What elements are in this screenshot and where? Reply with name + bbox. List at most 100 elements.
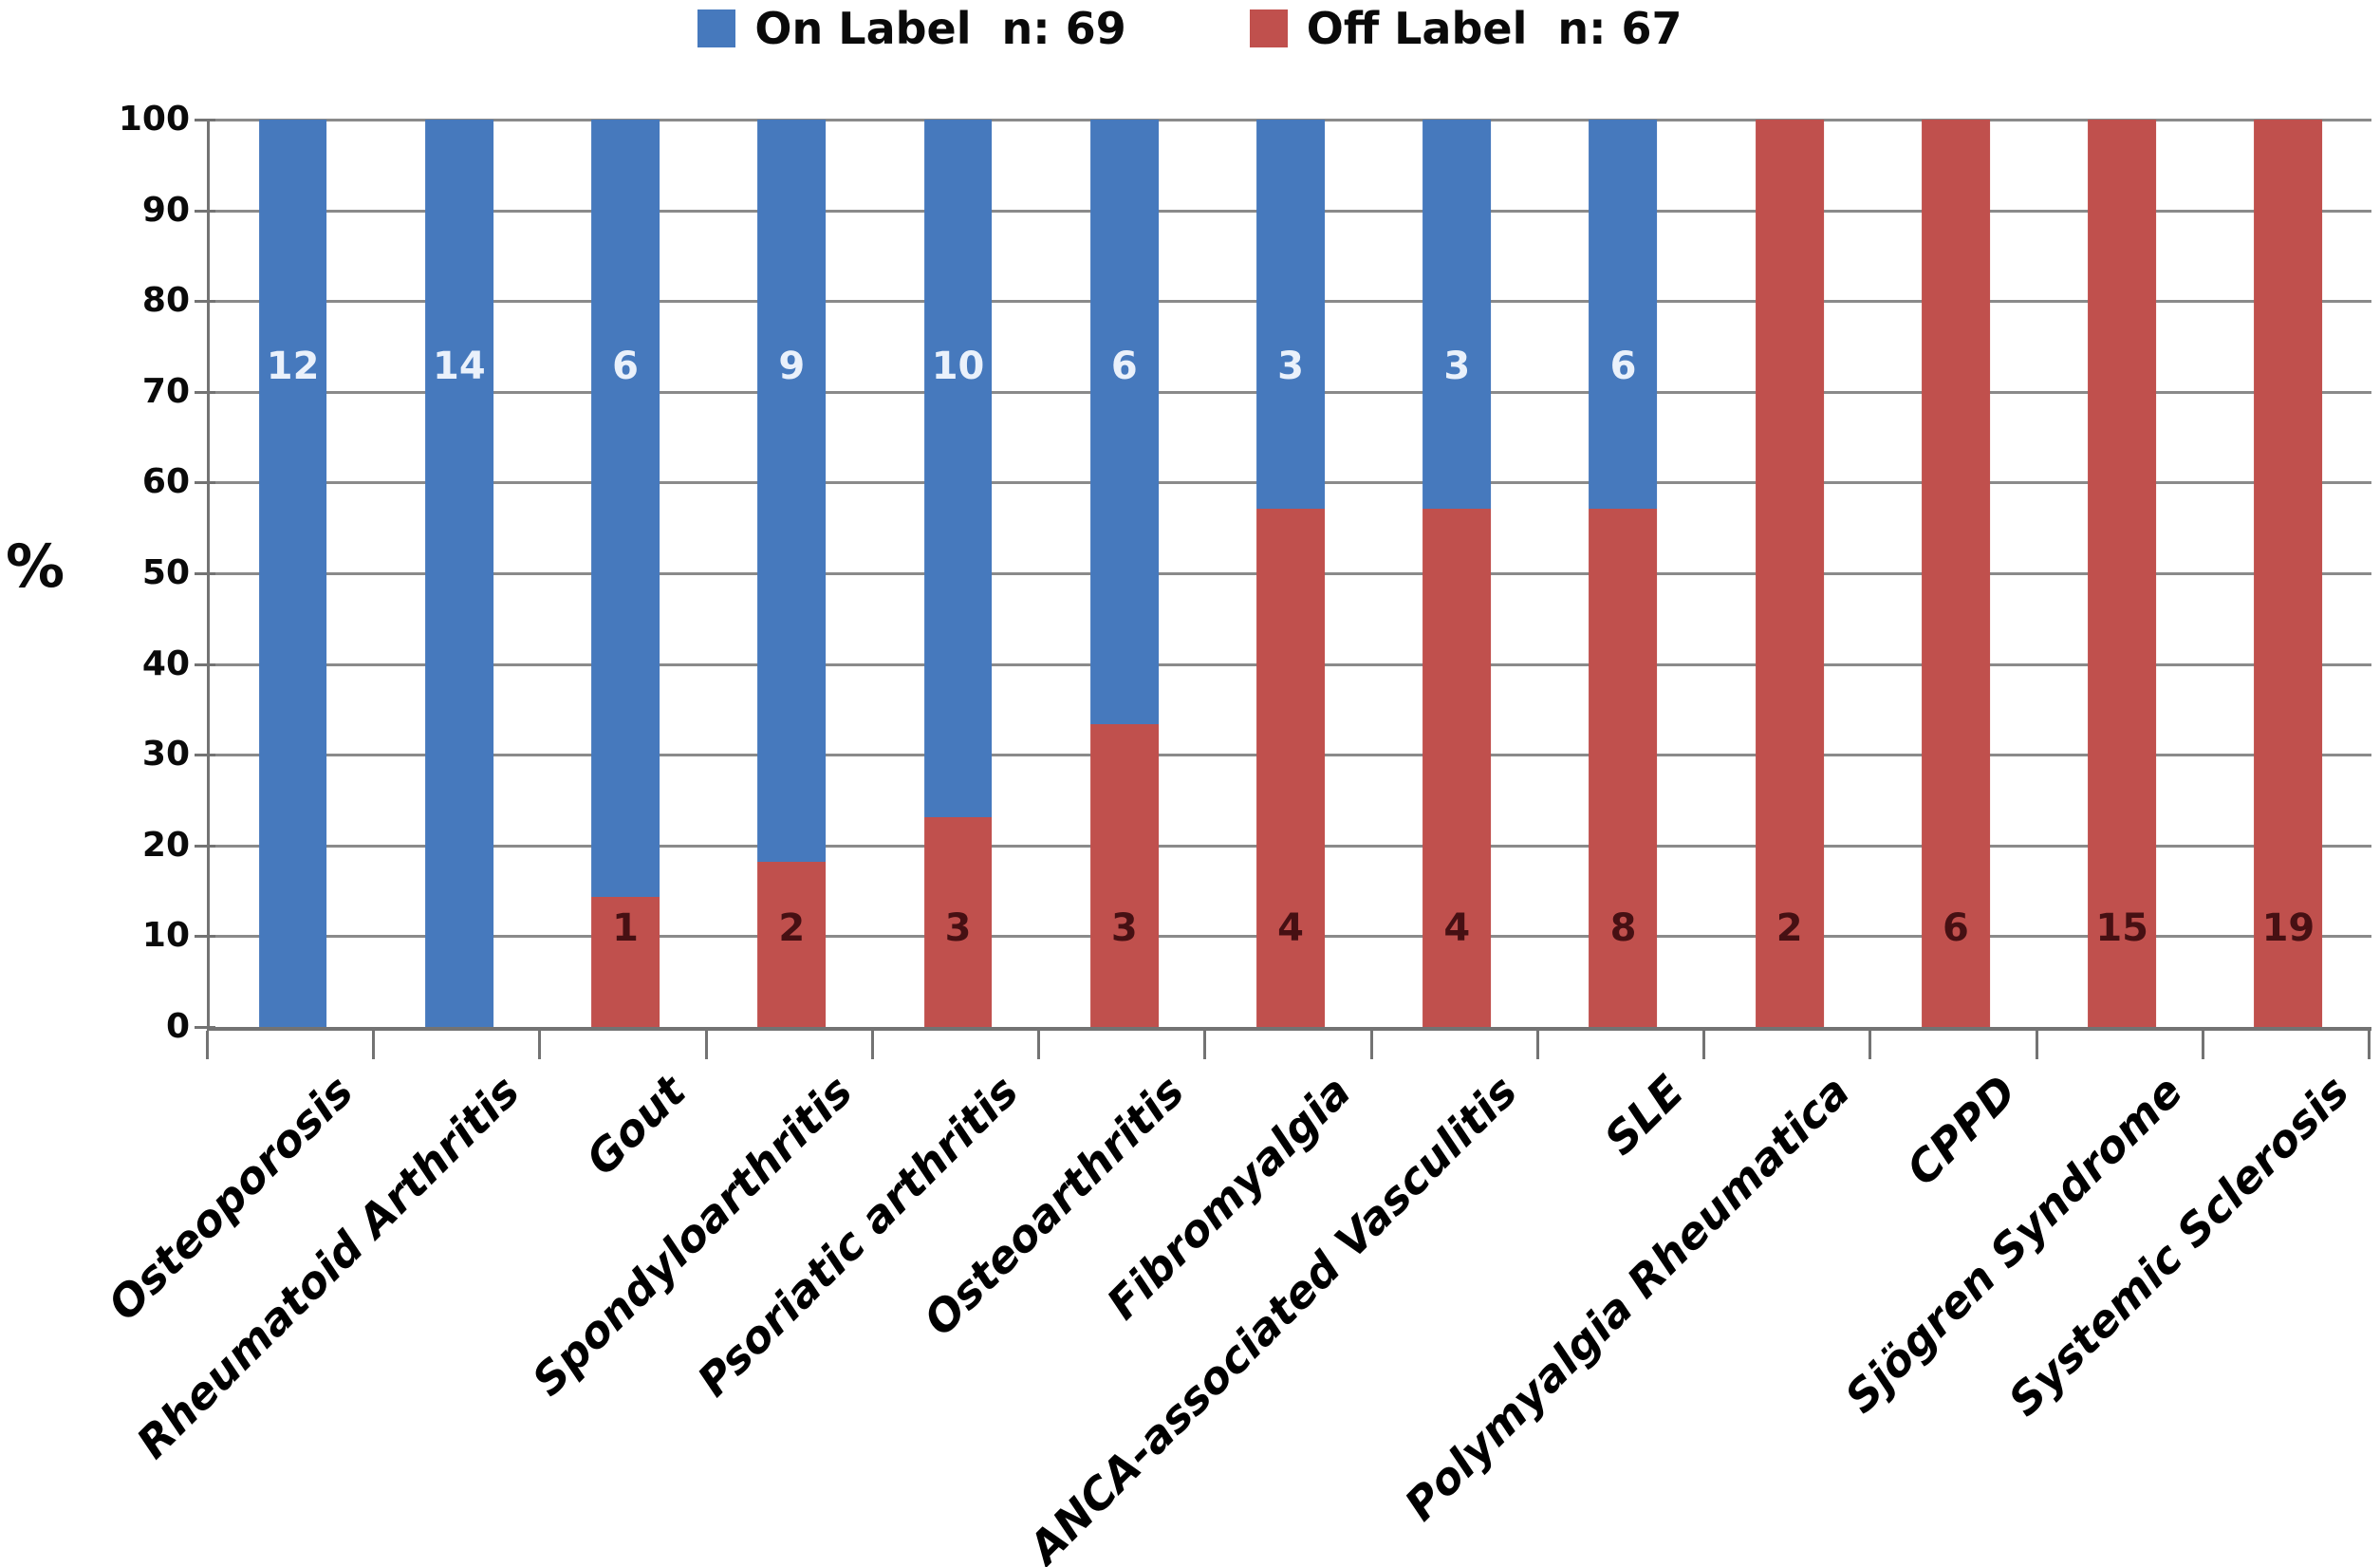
count-label-off-osteoarthritis: 3: [1110, 906, 1138, 950]
x-category-label-gout: Gout: [575, 1065, 696, 1185]
legend-item-on-label: On Label n: 69: [697, 3, 1126, 54]
segment-on-label-rheumatoid-arthritis: [424, 120, 493, 1027]
segment-off-label-fibromyalgia: [1256, 508, 1325, 1027]
legend-swatch-off-label-icon: [1249, 9, 1288, 47]
bar-cppd: 6: [1922, 120, 1990, 1027]
segment-off-label-spondyloarthritis: [757, 862, 827, 1027]
segment-on-label-sle: [1589, 120, 1658, 509]
y-tick-mark-50: [195, 572, 215, 575]
y-tick-mark-20: [195, 844, 215, 848]
count-label-off-sle: 8: [1609, 906, 1637, 950]
count-label-on-osteoporosis: 12: [266, 345, 320, 388]
x-category-label-cppd: CPPD: [1895, 1065, 2026, 1196]
y-tick-mark-10: [195, 935, 215, 939]
legend-swatch-on-label-icon: [697, 9, 736, 47]
x-category-label-spondyloarthritis: Spondyloarthritis: [521, 1065, 863, 1406]
segment-on-label-psoriatic-arthritis: [923, 120, 993, 818]
y-axis-tick-labels: 0 10 20 30 40 50 60 70 80 90 100: [0, 103, 190, 1044]
bar-polymyalgia-rheumatica: 2: [1755, 120, 1824, 1027]
x-category-label-systemic-sclerosis: Systemic Sclerosis: [1998, 1065, 2359, 1427]
category-slot-sj-gren-syndrome: 15: [2039, 120, 2205, 1027]
segment-off-label-osteoarthritis: [1089, 724, 1159, 1027]
category-slot-rheumatoid-arthritis: 14: [376, 120, 542, 1027]
legend-label-on-label: On Label n: 69: [754, 3, 1126, 54]
bar-psoriatic-arthritis: 10 3: [923, 120, 993, 1027]
x-tick-mark-2: [538, 1031, 542, 1059]
segment-on-label-fibromyalgia: [1256, 120, 1325, 509]
bar-systemic-sclerosis: 19: [2254, 120, 2323, 1027]
segment-off-label-gout: [591, 897, 660, 1027]
x-axis-tick-marks: [206, 1031, 2371, 1059]
segment-off-label-systemic-sclerosis: [2254, 120, 2323, 1027]
y-tick-mark-90: [195, 209, 215, 213]
bars-container: 12 14 6 1 9 2 10 3 6 3 3 4 3 4 6 8 2 6 15 19: [210, 120, 2371, 1027]
x-tick-mark-12: [2201, 1031, 2204, 1059]
x-category-label-sj-gren-syndrome: Sjögren Syndrome: [1834, 1065, 2192, 1423]
x-tick-mark-8: [1535, 1031, 1539, 1059]
x-tick-mark-6: [1203, 1031, 1207, 1059]
count-label-off-spondyloarthritis: 2: [778, 906, 806, 950]
y-tick-label-80: 80: [141, 281, 190, 321]
x-tick-mark-11: [2035, 1031, 2038, 1059]
plot-area: 12 14 6 1 9 2 10 3 6 3 3 4 3 4 6 8 2 6 15 19: [195, 119, 2371, 1031]
x-tick-mark-4: [870, 1031, 874, 1059]
y-tick-label-90: 90: [141, 190, 190, 230]
segment-off-label-anca-associated-vasculitis: [1422, 508, 1492, 1027]
x-tick-mark-9: [1702, 1031, 1706, 1059]
y-tick-label-20: 20: [141, 825, 190, 865]
x-tick-mark-7: [1369, 1031, 1373, 1059]
legend-label-off-label: Off Label n: 67: [1306, 3, 1683, 54]
y-tick-label-10: 10: [141, 916, 190, 956]
count-label-off-fibromyalgia: 4: [1277, 906, 1304, 950]
count-label-on-spondyloarthritis: 9: [778, 345, 806, 388]
count-label-off-cppd: 6: [1943, 906, 1969, 950]
segment-off-label-polymyalgia-rheumatica: [1755, 120, 1824, 1027]
y-axis-title: %: [6, 532, 65, 601]
segment-off-label-sj-gren-syndrome: [2088, 120, 2157, 1027]
count-label-on-sle: 6: [1609, 345, 1637, 388]
y-tick-mark-70: [195, 390, 215, 394]
segment-off-label-sle: [1589, 508, 1658, 1027]
legend: On Label n: 69 Off Label n: 67: [0, 0, 2380, 57]
y-tick-label-70: 70: [141, 371, 190, 411]
x-tick-mark-10: [1869, 1031, 1872, 1059]
segment-on-label-spondyloarthritis: [757, 120, 827, 863]
y-tick-mark-30: [195, 754, 215, 757]
segment-on-label-gout: [591, 120, 660, 898]
x-category-label-sle: SLE: [1593, 1065, 1694, 1166]
segment-on-label-osteoarthritis: [1089, 120, 1159, 725]
y-tick-label-30: 30: [141, 735, 190, 774]
y-tick-label-40: 40: [141, 644, 190, 683]
count-label-on-rheumatoid-arthritis: 14: [433, 345, 486, 388]
count-label-off-psoriatic-arthritis: 3: [944, 906, 972, 950]
bar-sj-gren-syndrome: 15: [2088, 120, 2157, 1027]
bar-rheumatoid-arthritis: 14: [424, 120, 493, 1027]
count-label-off-systemic-sclerosis: 19: [2261, 906, 2315, 950]
segment-on-label-anca-associated-vasculitis: [1422, 120, 1492, 509]
bar-osteoporosis: 12: [258, 120, 327, 1027]
y-tick-mark-80: [195, 300, 215, 304]
x-category-label-psoriatic-arthritis: Psoriatic arthritis: [687, 1065, 1029, 1407]
segment-off-label-cppd: [1922, 120, 1990, 1027]
segment-off-label-psoriatic-arthritis: [923, 817, 993, 1027]
x-tick-mark-1: [372, 1031, 376, 1059]
y-tick-mark-100: [195, 119, 215, 121]
y-tick-mark-60: [195, 481, 215, 485]
y-tick-label-0: 0: [165, 1007, 190, 1046]
y-tick-mark-40: [195, 662, 215, 666]
count-label-on-gout: 6: [612, 345, 639, 388]
count-label-off-polymyalgia-rheumatica: 2: [1776, 906, 1803, 950]
count-label-on-osteoarthritis: 6: [1110, 345, 1138, 388]
count-label-off-gout: 1: [612, 906, 639, 950]
y-tick-label-100: 100: [118, 100, 190, 139]
